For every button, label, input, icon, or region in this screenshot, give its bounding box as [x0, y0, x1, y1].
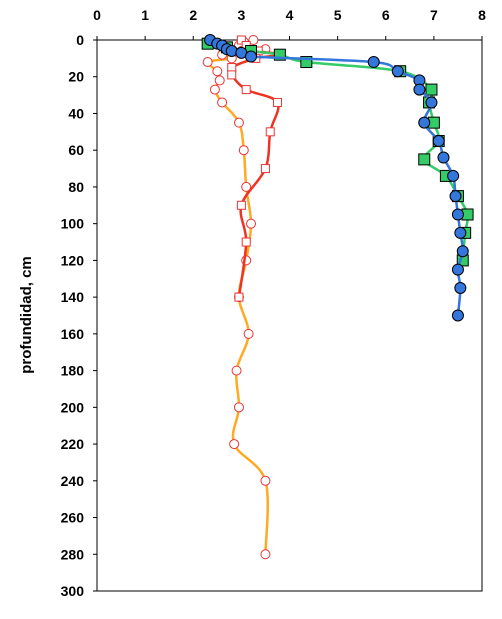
data-point [243, 328, 254, 339]
data-point [225, 45, 238, 58]
series-4 [204, 34, 469, 322]
data-point [265, 127, 275, 137]
data-point [260, 549, 271, 560]
data-point [272, 97, 282, 107]
data-point [437, 151, 450, 164]
data-point [246, 218, 256, 229]
x-tick-label: 7 [430, 7, 438, 23]
x-tick-label: 0 [93, 7, 101, 23]
y-tick-label: 80 [68, 179, 84, 195]
data-point [241, 237, 251, 247]
y-tick-label: 100 [61, 216, 85, 232]
data-point [454, 226, 467, 239]
data-point [229, 439, 240, 450]
y-tick-label: 300 [61, 583, 85, 599]
y-tick-label: 0 [76, 32, 84, 48]
x-tick-label: 5 [334, 7, 342, 23]
data-point [451, 309, 464, 322]
data-point [245, 50, 257, 63]
plot-area [96, 39, 483, 592]
y-tick-label: 280 [61, 546, 85, 562]
x-tick-label: 2 [189, 7, 197, 23]
data-point [432, 135, 445, 148]
y-tick-label: 260 [61, 510, 85, 526]
data-point [273, 48, 286, 61]
data-point [238, 145, 249, 156]
x-tick-label: 3 [237, 7, 245, 23]
data-point [449, 190, 462, 203]
data-point [241, 85, 251, 95]
y-tick-label: 120 [61, 252, 85, 268]
data-point [217, 97, 228, 108]
data-point [236, 35, 246, 45]
x-tick-label: 4 [286, 7, 294, 23]
y-tick-label: 60 [68, 142, 84, 158]
y-tick-label: 40 [68, 105, 84, 121]
data-point [248, 35, 259, 45]
y-tick-label: 180 [61, 363, 85, 379]
data-point [425, 96, 438, 109]
data-point [241, 181, 252, 192]
data-point [233, 117, 244, 128]
data-point [233, 402, 244, 413]
y-tick-label: 240 [61, 473, 85, 489]
data-point [367, 56, 380, 69]
data-point [227, 63, 237, 73]
x-tick-label: 1 [141, 7, 149, 23]
y-tick-label: 200 [61, 399, 85, 415]
y-tick-label: 160 [61, 326, 85, 342]
x-axis: 0 1 2 3 4 5 6 7 8 [93, 7, 486, 40]
y-tick-label: 220 [61, 436, 85, 452]
data-point [234, 292, 244, 302]
x-tick-label: 8 [478, 7, 486, 23]
data-point [260, 475, 271, 486]
data-point [236, 200, 246, 210]
data-point [214, 75, 225, 86]
data-point [447, 169, 460, 182]
data-point [300, 56, 313, 69]
data-point [413, 83, 426, 96]
data-point [391, 65, 404, 78]
data-point [456, 245, 469, 258]
data-point [451, 208, 464, 221]
data-point [451, 263, 464, 276]
data-point [418, 116, 431, 129]
data-point [227, 70, 237, 80]
y-axis-title: profundidad, cm [18, 256, 35, 374]
data-point [231, 365, 242, 376]
y-axis: 0 20 40 60 80 100 120 140 160 180 200 220 240 260 280 3… [61, 32, 97, 599]
y-tick-label: 140 [61, 289, 85, 305]
data-point [202, 57, 213, 68]
data-point [212, 66, 223, 77]
series-layer [201, 34, 474, 560]
data-point [418, 153, 431, 166]
y-tick-label: 20 [68, 69, 84, 85]
data-point [425, 83, 438, 96]
data-point [260, 164, 270, 174]
x-tick-label: 6 [382, 7, 390, 23]
data-point [454, 281, 467, 294]
data-point [209, 84, 220, 95]
